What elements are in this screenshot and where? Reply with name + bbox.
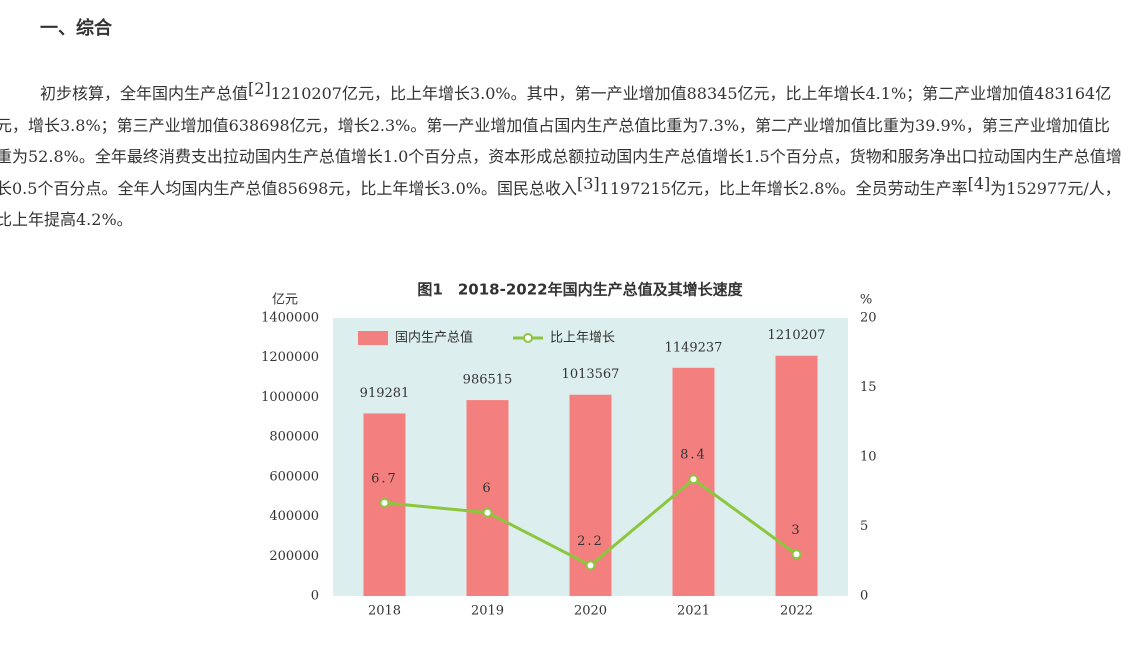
chart-title: 图1 2018-2022年国内生产总值及其增长速度 [417, 281, 743, 299]
line-point [688, 474, 699, 485]
x-tick-label: 2022 [780, 604, 813, 619]
y-axis-label: 亿元 [272, 293, 298, 308]
bar-value-label: 1013567 [562, 367, 620, 382]
y-tick-label: 1200000 [261, 350, 319, 365]
x-tick-label: 2019 [471, 604, 504, 619]
paragraph: 初步核算，全年国内生产总值[2]1210207亿元，比上年增长3.0%。其中，第… [0, 78, 1124, 236]
x-tick-label: 2020 [574, 604, 607, 619]
line-value-label: 6 [482, 481, 492, 496]
line-point [379, 497, 390, 508]
bar-value-label: 1149237 [665, 340, 723, 355]
y2-axis-label: % [860, 293, 872, 308]
y2-tick-label: 0 [860, 589, 868, 604]
heading: 一、综合 [40, 18, 112, 39]
legend-swatch [358, 331, 388, 345]
y-tick-label: 200000 [269, 549, 319, 564]
bar-value-label: 1210207 [768, 328, 826, 343]
footnote-ref: [2] [248, 79, 271, 98]
y-tick-label: 1400000 [261, 311, 319, 326]
legend-label: 比上年增长 [550, 331, 615, 346]
paragraph-text: 初步核算，全年国内生产总值 [40, 84, 249, 103]
line-value-label: 8.4 [680, 448, 707, 463]
y2-tick-label: 15 [860, 380, 877, 395]
y2-tick-label: 5 [860, 519, 868, 534]
y-tick-label: 400000 [269, 509, 319, 524]
line-value-label: 2.2 [577, 534, 604, 549]
line-point [585, 560, 596, 571]
y-tick-label: 800000 [269, 430, 319, 445]
y-tick-label: 1000000 [261, 390, 319, 405]
y2-tick-label: 20 [860, 311, 877, 326]
footnote-ref: [4] [967, 173, 991, 193]
y-tick-label: 600000 [269, 469, 319, 484]
line-value-label: 3 [791, 523, 801, 538]
bar [775, 355, 818, 596]
y2-tick-label: 10 [860, 450, 877, 465]
x-tick-label: 2021 [677, 604, 710, 619]
bar-value-label: 919281 [360, 386, 410, 401]
paragraph-text: 1197215亿元，比上年增长2.8%。全员劳动生产率 [599, 178, 968, 198]
legend-swatch [523, 333, 533, 343]
bar-value-label: 986515 [463, 373, 513, 388]
line-point [482, 507, 493, 518]
x-tick-label: 2018 [368, 604, 401, 619]
bar [466, 400, 509, 596]
line-value-label: 6.7 [371, 471, 398, 486]
y-tick-label: 0 [311, 589, 319, 604]
legend-label: 国内生产总值 [395, 330, 473, 346]
line-point [791, 549, 802, 560]
paragraph-text: 为152977元/人，比上年提高4.2%。 [0, 178, 1121, 230]
footnote-ref: [3] [577, 173, 600, 193]
paragraph-text: 1210207亿元，比上年增长3.0%。其中，第一产业增加值88345亿元，比上… [0, 84, 1122, 198]
